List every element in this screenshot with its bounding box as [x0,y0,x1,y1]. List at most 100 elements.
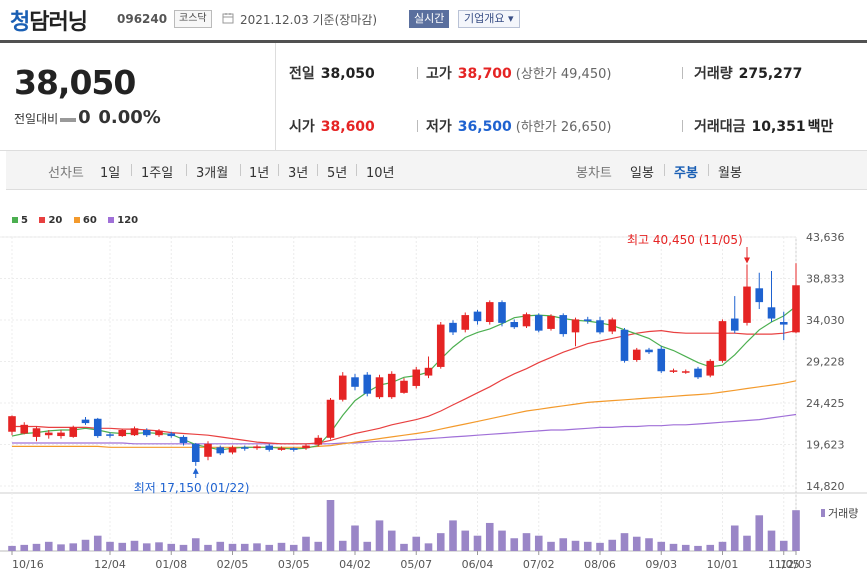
candle-body [167,433,176,437]
x-tick-label: 08/06 [584,558,616,571]
high-price: 고가 38,700 (상한가 49,450) [426,63,611,83]
candle-body [289,448,298,450]
prev-close: 전일 38,050 [289,63,375,83]
candle [657,346,666,373]
candle [20,422,29,435]
ma5-line [11,305,797,451]
volume-bar [338,540,347,551]
candle [191,442,200,466]
volume-bar [498,530,506,551]
candle-body [571,319,580,333]
volume-value: 275,277 [738,66,803,82]
candle-body [253,446,261,449]
low-arrow-head [192,467,199,474]
candle-body [510,321,519,328]
volume-bar [118,542,127,551]
volume-bar [645,538,653,551]
company-name: 청담러닝 [10,4,88,36]
tab-5year[interactable]: 5년 [327,166,348,181]
candle-body [461,315,470,330]
candle [461,312,470,333]
stock-code: 096240 [117,12,168,26]
candle [93,417,102,438]
x-tick-label: 09/03 [645,558,677,571]
volume-bar [632,536,641,551]
candle [179,435,188,446]
tab-weekly[interactable]: 주봉 [674,166,698,181]
tab-monthly[interactable]: 월봉 [718,166,742,181]
candle [351,373,359,391]
tab-divider [186,164,187,176]
volume-bar [277,542,286,551]
open-label: 시가 [289,119,315,135]
candle [277,446,286,451]
candle-body [424,367,433,376]
candle [718,319,727,363]
change-label: 전일대비 [14,112,59,126]
candle-body [547,315,555,329]
x-tick-label: 12/03 [780,558,812,571]
calendar-icon [222,13,234,24]
candle [155,429,163,437]
candle [400,378,408,394]
legend-label: 60 [82,215,97,226]
volume-bar [571,540,580,551]
y-tick-label: 29,228 [806,356,845,369]
change-line: 전일대비 0 0.00% [14,107,161,128]
tab-1day[interactable]: 1일 [100,166,121,181]
candle [559,313,568,337]
volume-bar [473,535,482,551]
candle-body [106,434,114,436]
volume-bar [155,542,163,551]
candle [583,316,592,324]
legend-label: 5 [21,215,28,226]
tab-1year[interactable]: 1년 [249,166,270,181]
tab-3year[interactable]: 3년 [288,166,309,181]
tab-daily[interactable]: 일봉 [630,166,654,181]
tab-3month[interactable]: 3개월 [196,166,229,181]
candle [534,313,543,333]
amount-value: 10,351 [751,119,806,135]
company-overview-dropdown[interactable]: 기업개요 ▾ [458,10,520,28]
x-tick-label: 10/16 [12,558,44,571]
quote-date: 2021.12.03 기준(장마감) [240,13,378,27]
realtime-button[interactable]: 실시간 [409,10,450,28]
volume-bar [57,544,65,551]
volume-bar [461,530,470,551]
candle [314,435,323,447]
current-price-box: 38,050 전일대비 0 0.00% [0,43,275,150]
candle-body [755,288,764,303]
candle-body [240,447,249,449]
candle [8,415,16,436]
y-tick-label: 14,820 [806,480,845,493]
legend-ma5: 5 [12,215,28,226]
candle [522,312,531,329]
current-price: 38,050 [14,63,136,102]
legend-label: 120 [117,215,139,226]
x-tick-label: 02/05 [217,558,249,571]
tab-1week[interactable]: 1주일 [141,166,174,181]
volume-bar [681,544,690,551]
candle-body [779,321,788,325]
tab-10year[interactable]: 10년 [366,166,395,181]
line-chart-label: 선차트 [48,166,84,181]
candle [596,316,604,335]
candle [253,444,261,450]
candle [510,319,519,329]
amount-label: 거래대금 [694,119,746,135]
legend-swatch [39,217,46,223]
volume-bar [694,545,702,551]
volume-bar [289,544,298,551]
y-tick-label: 34,030 [806,314,845,327]
cell-separator [682,120,683,132]
volume-bar [547,541,555,551]
candle [767,271,776,322]
ma-legend: 5 20 60 120 [12,215,146,226]
low-label: 저가 [426,119,452,135]
candle-body [400,380,408,393]
candle-body [57,432,65,437]
tab-divider [131,164,132,176]
volume-bar [69,543,78,551]
volume-bar [767,530,776,551]
